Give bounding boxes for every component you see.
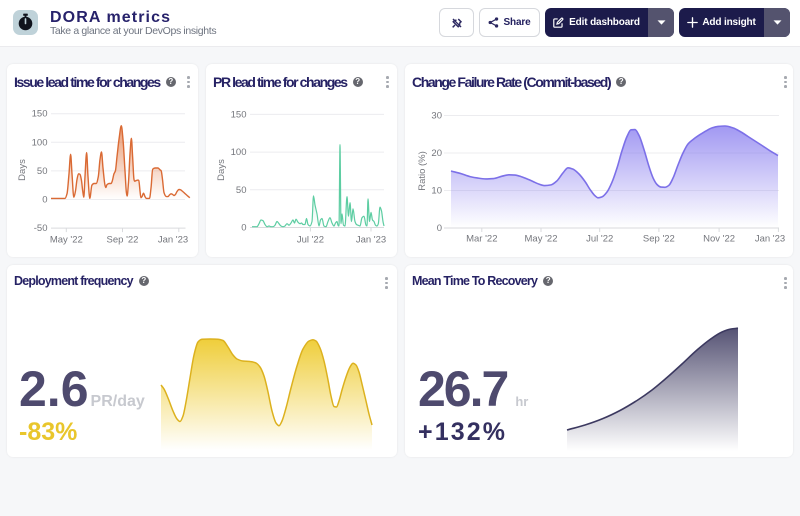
svg-text:Sep '22: Sep '22 — [643, 234, 675, 245]
svg-text:May '22: May '22 — [50, 235, 83, 246]
svg-text:Days: Days — [216, 159, 227, 181]
svg-text:Jul '22: Jul '22 — [297, 235, 324, 246]
svg-text:Sep '22: Sep '22 — [107, 235, 139, 246]
svg-text:20: 20 — [431, 148, 442, 159]
svg-text:Jul '22: Jul '22 — [586, 234, 613, 245]
svg-text:100: 100 — [231, 147, 247, 158]
svg-text:Nov '22: Nov '22 — [703, 234, 735, 245]
svg-text:150: 150 — [32, 109, 48, 120]
svg-text:100: 100 — [32, 137, 48, 148]
svg-text:150: 150 — [231, 109, 247, 120]
svg-text:Days: Days — [17, 159, 28, 181]
svg-text:50: 50 — [37, 166, 48, 177]
svg-text:Jan '23: Jan '23 — [158, 235, 188, 246]
svg-text:0: 0 — [241, 223, 246, 234]
svg-text:Jan '23: Jan '23 — [755, 234, 785, 245]
svg-text:-50: -50 — [34, 223, 48, 234]
svg-text:10: 10 — [431, 186, 442, 197]
svg-text:50: 50 — [236, 185, 247, 196]
svg-text:Mar '22: Mar '22 — [466, 234, 497, 245]
svg-text:Jan '23: Jan '23 — [356, 235, 386, 246]
svg-text:May '22: May '22 — [525, 234, 558, 245]
svg-text:30: 30 — [431, 111, 442, 122]
svg-text:Ratio (%): Ratio (%) — [417, 151, 428, 191]
svg-text:0: 0 — [42, 195, 47, 206]
svg-text:0: 0 — [437, 223, 442, 234]
